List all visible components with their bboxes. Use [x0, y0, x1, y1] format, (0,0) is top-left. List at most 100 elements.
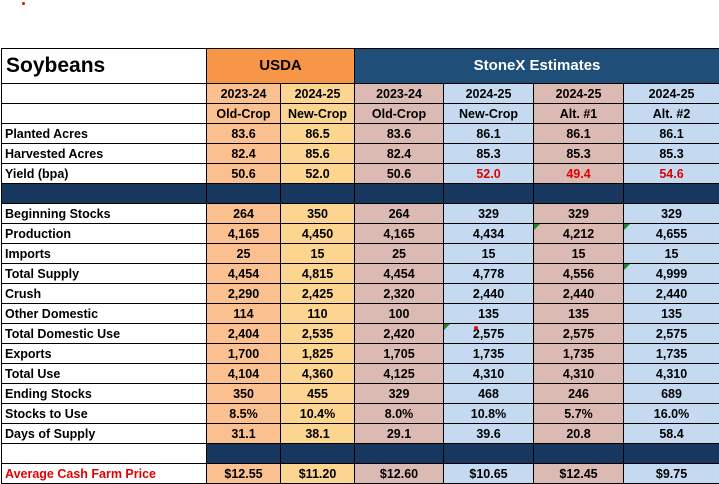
table-cell: 2,440 [624, 284, 719, 304]
table-cell: 85.6 [281, 144, 355, 164]
table-cell: 54.6 [624, 164, 719, 184]
table-cell: 2,535 [281, 324, 355, 344]
row-label: Crush [2, 284, 207, 304]
row-label: Days of Supply [2, 424, 207, 444]
table-cell: 329 [444, 204, 534, 224]
cell-value: 29.1 [387, 427, 411, 441]
table-cell: $12.45 [534, 464, 624, 484]
cell-value: 15 [311, 247, 325, 261]
table-cell: 86.1 [444, 124, 534, 144]
comment-marker-icon [624, 224, 630, 230]
cell-value: 49.4 [566, 167, 590, 181]
crop-row: Old-Crop New-Crop Old-Crop New-Crop Alt.… [2, 104, 719, 124]
cell-value: 4,778 [473, 267, 504, 281]
table-cell: 4,310 [534, 364, 624, 384]
table-cell: 110 [281, 304, 355, 324]
table-cell: 50.6 [207, 164, 281, 184]
row-label: Harvested Acres [2, 144, 207, 164]
cell-value: 52.0 [305, 167, 329, 181]
cell-value: $9.75 [656, 467, 687, 481]
cell-value: 31.1 [231, 427, 255, 441]
cell-value: 10.4% [300, 407, 335, 421]
cell-value: 25 [392, 247, 406, 261]
crop-header: Old-Crop [355, 104, 444, 124]
separator-cell [355, 184, 444, 204]
cell-value: 82.4 [387, 147, 411, 161]
cell-value: 86.1 [476, 127, 500, 141]
table-cell: 31.1 [207, 424, 281, 444]
cell-value: 86.1 [659, 127, 683, 141]
separator-cell [2, 444, 207, 464]
year-header: 2024-25 [281, 84, 355, 104]
table-cell: 10.8% [444, 404, 534, 424]
cell-value: 15 [572, 247, 586, 261]
cell-value: $10.65 [469, 467, 507, 481]
table-cell: 8.0% [355, 404, 444, 424]
cell-value: 468 [478, 387, 499, 401]
cell-value: 2,575 [656, 327, 687, 341]
cell-value: 16.0% [654, 407, 689, 421]
cell-value: $12.60 [380, 467, 418, 481]
table-cell: 114 [207, 304, 281, 324]
crop-header: Alt. #1 [534, 104, 624, 124]
cell-value: 2,440 [656, 287, 687, 301]
table-cell: 4,360 [281, 364, 355, 384]
table-cell: 82.4 [355, 144, 444, 164]
table-cell: 329 [624, 204, 719, 224]
year-header: 2023-24 [207, 84, 281, 104]
year-header: 2023-24 [355, 84, 444, 104]
table-cell: $12.55 [207, 464, 281, 484]
table-cell: 15 [281, 244, 355, 264]
table-cell: 86.1 [534, 124, 624, 144]
table-cell: 2,440 [444, 284, 534, 304]
table-cell: 20.8 [534, 424, 624, 444]
cell-value: 4,655 [656, 227, 687, 241]
cell-value: 85.3 [566, 147, 590, 161]
cell-value: $12.55 [224, 467, 262, 481]
table-cell: 246 [534, 384, 624, 404]
table-cell: 4,212 [534, 224, 624, 244]
cell-value: 4,310 [473, 367, 504, 381]
cell-value: 20.8 [566, 427, 590, 441]
cell-value: $12.45 [559, 467, 597, 481]
title-row: Soybeans USDA StoneX Estimates [2, 49, 719, 84]
cell-value: 38.1 [305, 427, 329, 441]
table-cell: 329 [534, 204, 624, 224]
cell-value: 4,310 [563, 367, 594, 381]
table-cell: 1,705 [355, 344, 444, 364]
table-cell: 4,434 [444, 224, 534, 244]
table-cell: 4,125 [355, 364, 444, 384]
cell-value: 83.6 [231, 127, 255, 141]
cell-value: 10.8% [471, 407, 506, 421]
table-cell: 5.7% [534, 404, 624, 424]
separator-cell [281, 184, 355, 204]
cell-value: 329 [661, 207, 682, 221]
crop-header: New-Crop [281, 104, 355, 124]
cell-value: 83.6 [387, 127, 411, 141]
table-cell: 468 [444, 384, 534, 404]
table-cell: 85.3 [534, 144, 624, 164]
cell-value: 1,705 [383, 347, 414, 361]
table-cell: 1,825 [281, 344, 355, 364]
cell-value: 4,104 [228, 367, 259, 381]
row-label: Production [2, 224, 207, 244]
table-cell: 264 [207, 204, 281, 224]
cell-value: 82.4 [231, 147, 255, 161]
table-cell: 83.6 [207, 124, 281, 144]
cell-value: 50.6 [387, 167, 411, 181]
table-cell: 4,310 [624, 364, 719, 384]
separator-cell [207, 444, 281, 464]
comment-marker-icon [534, 224, 540, 230]
cell-value: 329 [568, 207, 589, 221]
row-label: Beginning Stocks [2, 204, 207, 224]
row-label: Total Use [2, 364, 207, 384]
table-cell: 25 [355, 244, 444, 264]
cell-value: $11.20 [299, 467, 337, 481]
year-header: 2024-25 [444, 84, 534, 104]
table-cell: 2,290 [207, 284, 281, 304]
